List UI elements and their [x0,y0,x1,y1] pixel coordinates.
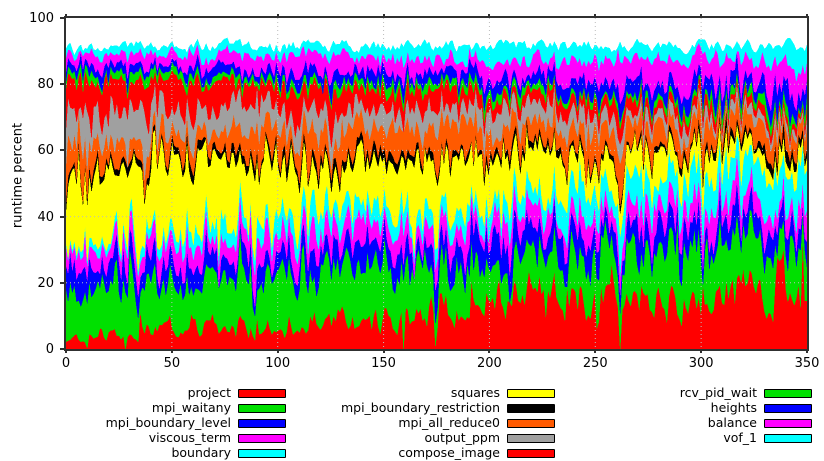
legend-label-vof_1: vof_1 [723,429,757,445]
legend-label-mpi_all_reduce0: mpi_all_reduce0 [398,414,500,430]
legend-swatch-mpi_boundary_level [238,418,286,428]
legend-swatch-project [238,388,286,398]
legend-label-mpi_boundary_restriction: mpi_boundary_restriction [340,399,500,415]
legend-swatch-output_ppm [507,433,555,443]
x-tick-50: 50 [163,356,181,371]
legend-label-project: project [187,384,231,400]
legend-column-3: rcv_pid_wait heights balance vof_1 [0,386,812,446]
legend-label-compose_image: compose_image [398,444,500,460]
legend-swatch-rcv_pid_wait [764,388,812,398]
x-tick-250: 250 [582,356,608,371]
y-tick-100: 100 [29,11,54,26]
legend-swatch-mpi_waitany [238,403,286,413]
x-tick-300: 300 [688,356,714,371]
legend-swatch-vof_1 [764,433,812,443]
legend-swatch-mpi_all_reduce0 [507,418,555,428]
legend-label-output_ppm: output_ppm [424,429,500,445]
series-area-vof_1 [66,37,807,81]
y-tickmark [60,17,66,19]
legend-swatch-compose_image [507,448,555,458]
legend-label-viscous_term: viscous_term [148,429,231,445]
plot-area[interactable] [64,16,809,351]
x-tick-200: 200 [477,356,502,371]
y-tickmark [60,281,66,284]
stacked-area-series [66,37,807,349]
y-tick-20: 20 [37,275,54,291]
y-tickmark [60,348,66,350]
y-tickmark [60,149,66,152]
x-tick-100: 100 [265,356,291,371]
legend-label-mpi_waitany: mpi_waitany [151,399,231,415]
legend-swatch-heights [764,403,812,413]
x-tick-0: 0 [61,356,71,371]
y-tick-80: 80 [37,77,54,93]
legend-swatch-balance [764,418,812,428]
legend-item-squares[interactable]: squares [0,386,555,400]
legend-item-viscous_term[interactable]: viscous_term [0,431,286,445]
y-tickmark [60,83,66,86]
legend-item-mpi_boundary_restriction[interactable]: mpi_boundary_restriction [0,401,555,415]
legend-item-rcv_pid_wait[interactable]: rcv_pid_wait [0,386,812,400]
legend-item-balance[interactable]: balance [0,416,812,430]
legend-item-heights[interactable]: heights [0,401,812,415]
legend-item-compose_image[interactable]: compose_image [0,446,555,460]
legend-item-mpi_waitany[interactable]: mpi_waitany [0,401,286,415]
legend-label-mpi_boundary_level: mpi_boundary_level [105,414,231,430]
legend-item-project[interactable]: project [0,386,286,400]
legend-swatch-boundary [238,448,286,458]
legend-item-vof_1[interactable]: vof_1 [0,431,812,445]
legend-column-1: project mpi_waitany mpi_boundary_level visc… [0,386,286,461]
legend-item-output_ppm[interactable]: output_ppm [0,431,555,445]
y-tick-60: 60 [37,143,54,159]
x-tick-350: 350 [794,356,820,371]
y-tick-40: 40 [37,209,54,225]
x-tick-150: 150 [371,356,396,371]
y-tickmark [60,215,66,218]
legend-item-boundary[interactable]: boundary [0,446,286,460]
legend-label-balance: balance [707,414,757,430]
legend-swatch-viscous_term [238,433,286,443]
legend-swatch-squares [507,388,555,398]
y-tick-0: 0 [45,342,54,357]
legend-label-heights: heights [710,399,757,415]
chart-legend: project mpi_waitany mpi_boundary_level visc… [0,386,824,458]
legend-item-mpi_all_reduce0[interactable]: mpi_all_reduce0 [0,416,555,430]
legend-label-boundary: boundary [171,444,231,460]
legend-label-squares: squares [450,384,500,400]
legend-swatch-mpi_boundary_restriction [507,403,555,413]
legend-column-2: squares mpi_boundary_restriction mpi_all_r… [0,386,555,461]
legend-item-mpi_boundary_level[interactable]: mpi_boundary_level [0,416,286,430]
legend-label-rcv_pid_wait: rcv_pid_wait [679,384,757,400]
